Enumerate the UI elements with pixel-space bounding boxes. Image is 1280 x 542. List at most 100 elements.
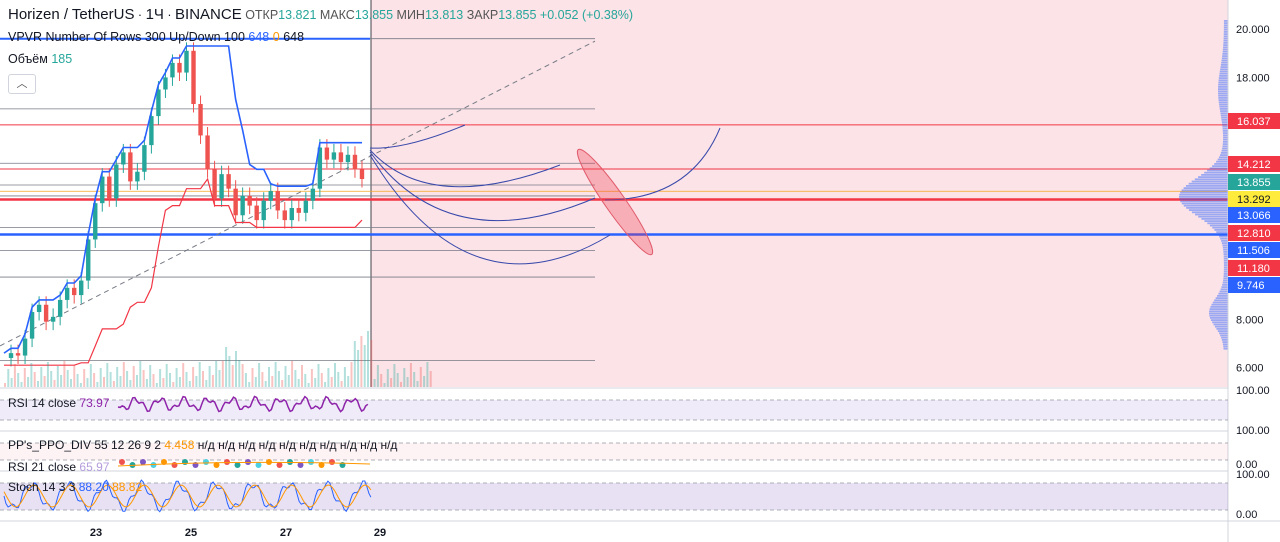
volume-bar-95 xyxy=(317,364,320,387)
rsi21-line xyxy=(117,461,371,467)
vp-row-25 xyxy=(1219,75,1228,77)
candle-body-14 xyxy=(100,176,105,204)
forecast-zone xyxy=(371,0,1228,387)
volume-bar-34 xyxy=(116,367,119,387)
vp-row-73 xyxy=(1191,180,1228,183)
volume-bar-17 xyxy=(60,375,63,387)
vp-row-99 xyxy=(1220,237,1228,240)
pane-band-1 xyxy=(0,443,1228,460)
vp-row-43 xyxy=(1220,114,1228,117)
vp-row-109 xyxy=(1223,259,1228,262)
volume-bar-49 xyxy=(165,364,168,387)
indicator-tick-4: 0.00 xyxy=(1236,509,1257,521)
vp-row-10 xyxy=(1223,42,1228,44)
target-ellipse xyxy=(576,148,654,256)
close-label: ЗАКР xyxy=(466,8,499,22)
candle-body-9 xyxy=(64,287,70,300)
volume-bar-41 xyxy=(139,361,142,387)
ppo-dot-3 xyxy=(150,462,157,468)
vp-row-132 xyxy=(1209,310,1228,313)
vp-row-143 xyxy=(1220,334,1228,337)
volume-bar-121 xyxy=(403,368,406,387)
volume-bar-122 xyxy=(406,377,409,387)
candle-body-37 xyxy=(261,200,266,221)
vp-row-22 xyxy=(1220,68,1228,71)
vp-row-95 xyxy=(1214,229,1228,231)
vp-row-91 xyxy=(1204,220,1228,222)
volume-bar-40 xyxy=(136,375,138,387)
vp-row-114 xyxy=(1223,270,1228,273)
volume-bar-82 xyxy=(274,362,277,387)
vp-row-82 xyxy=(1180,200,1228,203)
candle-body-7 xyxy=(50,316,56,322)
vp-row-53 xyxy=(1223,136,1228,139)
volume-bar-89 xyxy=(297,379,300,387)
vp-row-57 xyxy=(1222,145,1228,148)
vp-row-92 xyxy=(1207,222,1228,225)
volume-bar-36 xyxy=(122,362,125,387)
vp-row-86 xyxy=(1188,209,1228,211)
forecast-arrow-2 xyxy=(369,151,596,222)
vp-row-110 xyxy=(1223,262,1228,264)
collapse-legend-button[interactable]: ︿ xyxy=(8,74,36,94)
candle-body-50 xyxy=(352,154,358,170)
volume-bar-56 xyxy=(188,381,191,387)
vp-row-76 xyxy=(1183,187,1228,189)
vp-row-126 xyxy=(1215,297,1228,299)
volume-bar-9 xyxy=(33,372,36,387)
vp-row-35 xyxy=(1218,97,1228,99)
volume-bar-74 xyxy=(248,382,251,387)
volume-bar-100 xyxy=(334,363,336,387)
price-label-bg-0 xyxy=(1228,113,1280,129)
vp-row-136 xyxy=(1210,319,1228,321)
volume-bar-120 xyxy=(400,382,402,387)
vp-row-81 xyxy=(1179,198,1228,200)
ppo-dot-2 xyxy=(140,459,146,465)
volume-bar-30 xyxy=(103,377,105,387)
vp-row-49 xyxy=(1222,127,1228,130)
vp-row-66 xyxy=(1212,165,1228,167)
vp-row-14 xyxy=(1222,50,1228,53)
channel-upper xyxy=(3,45,362,354)
volume-bar-77 xyxy=(258,363,261,387)
volume-bar-78 xyxy=(261,372,264,387)
vp-row-102 xyxy=(1222,244,1228,247)
candle-body-29 xyxy=(205,135,210,170)
volume-bar-103 xyxy=(343,367,346,387)
vp-row-116 xyxy=(1223,275,1228,277)
vp-row-78 xyxy=(1180,191,1228,194)
volume-bar-7 xyxy=(27,377,30,387)
rsi14-legend[interactable]: RSI 14 close 73.97 xyxy=(8,396,109,410)
ppo-value: 4.458 xyxy=(164,438,195,452)
candle-body-28 xyxy=(198,104,203,136)
volume-bar-15 xyxy=(53,380,56,387)
candle-body-22 xyxy=(156,89,161,117)
rsi21-legend[interactable]: RSI 21 close 65.97 xyxy=(8,460,109,474)
candle-body-19 xyxy=(135,171,140,182)
volume-bar-117 xyxy=(390,378,393,387)
volume-bar-63 xyxy=(211,375,214,387)
ppo-legend[interactable]: PP's_PPO_DIV 55 12 26 9 2 4.458 н/д н/д … xyxy=(8,438,397,452)
ppo-dot-0 xyxy=(119,459,125,465)
volume-legend[interactable]: Объём 185 xyxy=(8,52,72,66)
volume-bar-5 xyxy=(20,382,23,387)
vp-row-11 xyxy=(1223,44,1228,46)
stoch-k: 88.20 xyxy=(78,480,109,494)
candle-body-25 xyxy=(177,62,182,73)
vp-row-55 xyxy=(1222,141,1228,143)
vp-row-79 xyxy=(1179,193,1228,196)
vpvr-legend[interactable]: VPVR Number Of Rows 300 Up/Down 100 648 … xyxy=(8,30,304,44)
vp-row-134 xyxy=(1209,314,1228,317)
stoch-legend[interactable]: Stoch 14 3 3 88.20 88.82 xyxy=(8,480,142,494)
vp-row-94 xyxy=(1212,226,1228,229)
volume-bar-58 xyxy=(195,376,198,387)
volume-bar-3 xyxy=(13,364,16,387)
rsi21-label: RSI 21 close xyxy=(8,460,77,474)
price-label-bg-1 xyxy=(1228,156,1280,172)
volume-bar-66 xyxy=(221,361,224,387)
volume-bar-44 xyxy=(149,365,152,387)
forecast-arrow-1 xyxy=(369,149,561,188)
vp-row-129 xyxy=(1211,303,1228,306)
price-label-2: 13.855 xyxy=(1237,177,1271,189)
